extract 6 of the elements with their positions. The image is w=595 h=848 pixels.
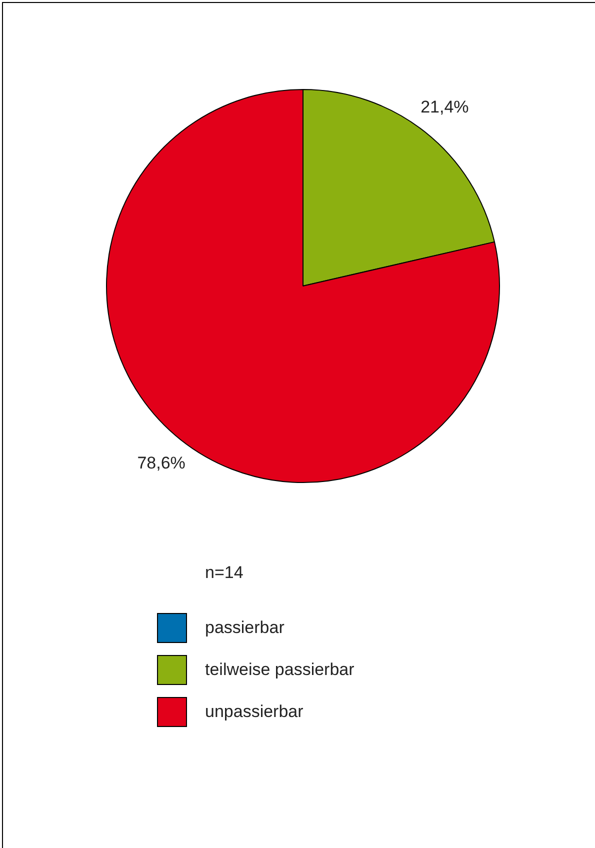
legend-label: unpassierbar	[205, 702, 304, 722]
text: n=14	[205, 563, 244, 583]
legend-label: passierbar	[205, 618, 284, 638]
legend-label: teilweise passierbar	[205, 660, 354, 680]
data-label: 78,6%	[137, 454, 186, 473]
data-label: 21,4%	[420, 98, 469, 117]
